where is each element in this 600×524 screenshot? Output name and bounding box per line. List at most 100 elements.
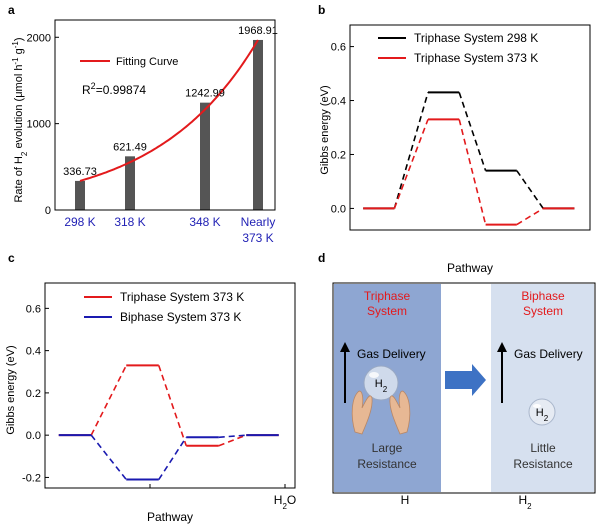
- legend-label: Biphase System 373 K: [120, 310, 241, 324]
- panel-a: a Rate of H2 evolution (μmol h-1 g-1) 01…: [8, 3, 278, 245]
- transition-line: [218, 434, 247, 439]
- bar-value-label: 1242.99: [185, 88, 225, 100]
- biphase-title-line1: Biphase: [521, 289, 565, 303]
- legend-label: Triphase System 373 K: [414, 51, 538, 65]
- bubble-highlight: [369, 372, 379, 378]
- right-hand-icon: [389, 390, 411, 435]
- bars: [75, 39, 263, 211]
- up-arrow-icon: [340, 342, 350, 352]
- transition-line: [516, 170, 544, 209]
- triphase-gas-delivery: Gas Delivery: [357, 347, 426, 361]
- x-category-label: 348 K: [189, 215, 220, 229]
- y-tick-label: 0.6: [26, 303, 41, 315]
- y-tick-label: 1000: [27, 119, 51, 131]
- up-arrow-icon: [497, 342, 507, 352]
- bar: [200, 102, 210, 210]
- left-hand-icon: [351, 390, 373, 435]
- x-category-label: Nearly: [241, 215, 276, 229]
- bar-value-label: 336.73: [63, 166, 97, 178]
- bubble-highlight: [533, 404, 541, 408]
- transition-line: [393, 119, 429, 209]
- x-category-label: 373 K: [242, 231, 273, 245]
- y-tick-label: 0.0: [331, 203, 346, 215]
- panel-d: d Triphase System Gas Delivery H2 Large …: [318, 251, 596, 494]
- y-axis-label: Rate of H2 evolution (μmol h-1 g-1): [11, 37, 29, 202]
- transition-line: [90, 365, 127, 436]
- text-part: 2: [20, 151, 29, 156]
- y-tick-label: 0: [45, 205, 51, 217]
- triphase-resistance-line1: Large: [372, 441, 403, 455]
- transition-line: [158, 436, 187, 480]
- fitting-curve: [79, 39, 259, 182]
- bar: [253, 39, 263, 211]
- legend-label: Fitting Curve: [116, 56, 178, 68]
- triphase-title-line1: Triphase: [364, 289, 411, 303]
- legend: Triphase System 373 K Biphase System 373 …: [84, 290, 244, 324]
- panel-b: b Gibbs energy (eV) 0.00.20.40.6 H2OHH2 …: [318, 3, 591, 275]
- right-arrow-icon: [445, 364, 486, 396]
- x-axis-label: Pathway: [147, 510, 193, 524]
- bar-value-labels: 336.73 621.49 1242.99 1968.91: [63, 25, 278, 178]
- triphase-bubble-label: H2: [375, 378, 388, 394]
- panel-label-b: b: [318, 3, 325, 17]
- text-part: R: [82, 83, 91, 97]
- text-part: =0.99874: [96, 83, 147, 97]
- y-tick-label: -0.2: [22, 472, 41, 484]
- text-part: 2: [383, 385, 388, 394]
- x-category-label: 298 K: [64, 215, 95, 229]
- legend: Triphase System 298 K Triphase System 373…: [378, 31, 538, 65]
- y-axis-ticks: 0.0 0.2 0.4 0.6: [331, 42, 354, 215]
- text-part: H: [375, 378, 383, 390]
- x-axis-categories: 298 K 318 K 348 K Nearly 373 K: [64, 215, 275, 245]
- panel-label-a: a: [8, 3, 15, 17]
- y-tick-label: 0.6: [331, 42, 346, 54]
- text-part: evolution (μmol h: [13, 65, 25, 152]
- legend-label: Triphase System 373 K: [120, 290, 244, 304]
- y-axis-label: Gibbs energy (eV): [5, 345, 17, 434]
- y-axis-ticks: 0 1000 2000: [27, 32, 59, 217]
- panel-label-c: c: [8, 251, 15, 265]
- plot-frame: [349, 24, 591, 231]
- y-tick-label: 0.4: [26, 346, 41, 358]
- triphase-resistance-line2: Resistance: [357, 457, 417, 471]
- legend-label: Triphase System 298 K: [414, 31, 538, 45]
- y-tick-label: 0.2: [26, 388, 41, 400]
- text-part: ): [13, 37, 25, 41]
- panel-c: c Gibbs energy (eV) -0.20.00.20.40.6 H2O…: [5, 251, 532, 524]
- y-axis-label: Gibbs energy (eV): [319, 85, 331, 174]
- transition-line: [516, 207, 544, 226]
- text-part: -1: [11, 57, 20, 65]
- x-axis-label: Pathway: [447, 261, 493, 275]
- transition-line: [218, 434, 247, 447]
- energy-lines: [363, 91, 575, 226]
- y-tick-label: 0.4: [331, 96, 346, 108]
- y-tick-label: 0.0: [26, 430, 41, 442]
- transition-line: [90, 434, 127, 481]
- transition-line: [458, 119, 487, 225]
- biphase-bubble-label: H2: [536, 407, 549, 423]
- y-tick-label: 2000: [27, 32, 51, 44]
- biphase-region: [491, 284, 594, 492]
- text-part: H: [518, 493, 527, 507]
- transition-line: [157, 365, 188, 446]
- text-part: O: [287, 493, 296, 507]
- biphase-title-line2: System: [523, 304, 563, 318]
- x-category-label: H: [401, 493, 410, 507]
- text-part: Rate of H: [13, 156, 25, 203]
- x-category-label: H2O: [274, 493, 296, 511]
- text-part: -1: [11, 41, 20, 49]
- panel-label-d: d: [318, 251, 325, 265]
- plot-frame: [54, 19, 276, 211]
- biphase-resistance-line2: Resistance: [513, 457, 573, 471]
- energy-lines: [58, 364, 279, 481]
- text-part: H: [401, 493, 410, 507]
- text-part: 2: [282, 502, 287, 511]
- text-part: H: [274, 493, 283, 507]
- bar-value-label: 1968.91: [238, 25, 278, 37]
- bar: [125, 156, 135, 210]
- text-part: 2: [544, 414, 549, 423]
- transition-line: [393, 92, 429, 209]
- text-part: g: [13, 48, 25, 57]
- y-tick-label: 0.2: [331, 149, 346, 161]
- text-part: 2: [91, 81, 96, 91]
